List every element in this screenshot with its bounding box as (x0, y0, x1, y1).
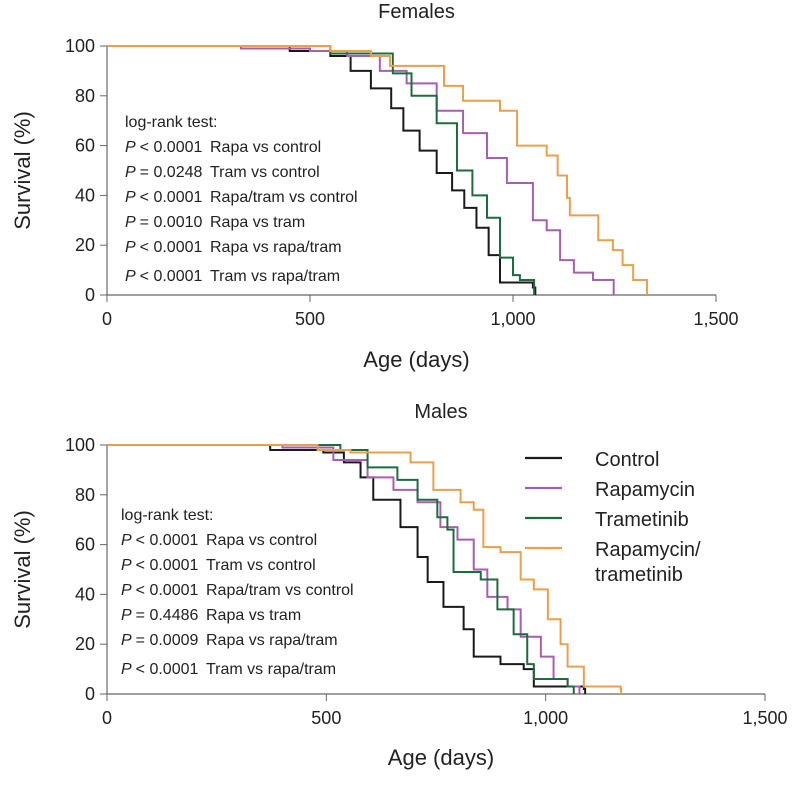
p-symbol: P (125, 164, 136, 181)
comparison: Tram vs control (206, 557, 316, 574)
p-symbol: P (125, 214, 136, 231)
p-value: < 0.0001 (140, 239, 203, 256)
comparison: Rapa vs rapa/tram (206, 632, 338, 649)
logrank-row: P < 0.0001 Tram vs control (121, 557, 316, 574)
p-value: < 0.0001 (136, 557, 199, 574)
logrank-row: P < 0.0001 Rapa vs control (125, 139, 321, 156)
y-tick-label: 0 (85, 285, 95, 305)
logrank-header: log-rank test: (121, 507, 213, 524)
x-tick-label: 500 (311, 708, 341, 728)
y-axis-label: Survival (%) (10, 510, 35, 629)
logrank-row: P < 0.0001 Rapa/tram vs control (125, 189, 358, 206)
x-tick-label: 0 (102, 708, 112, 728)
logrank-header: log-rank test: (125, 114, 217, 131)
series-trametinib-line (107, 45, 536, 295)
panel-females: Females 0 500 1,000 1,500 0 20 40 60 80 100 Age (da… (10, 1, 739, 372)
p-value: < 0.0001 (136, 582, 199, 599)
x-tick-label: 1,000 (523, 708, 568, 728)
x-tick-label: 0 (102, 309, 112, 329)
p-value: < 0.0001 (140, 268, 203, 285)
y-tick-label: 80 (75, 485, 95, 505)
series-control-line (107, 45, 537, 295)
legend: Control Rapamycin Trametinib Rapamycin/tram… (525, 449, 701, 586)
series-rapamycin-trametinib-line (107, 444, 623, 694)
comparison: Rapa/tram vs control (210, 189, 358, 206)
y-tick-label: 20 (75, 235, 95, 255)
p-symbol: P (121, 532, 132, 549)
legend-label: Rapamycin (595, 479, 695, 501)
p-symbol: P (121, 607, 132, 624)
legend-label: Trametinib (595, 509, 689, 531)
p-value: < 0.0001 (140, 139, 203, 156)
chart-title: Males (414, 401, 467, 423)
comparison: Rapa vs tram (206, 607, 301, 624)
logrank-row: P = 0.4486 Rapa vs tram (121, 607, 301, 624)
x-tick-label: 1,500 (693, 309, 738, 329)
x-axis-label: Age (days) (363, 347, 469, 372)
logrank-row: P = 0.0009 Rapa vs rapa/tram (121, 632, 338, 649)
logrank-row: P = 0.0010 Rapa vs tram (125, 214, 305, 231)
logrank-row: P < 0.0001 Tram vs rapa/tram (121, 661, 336, 678)
y-tick-label: 60 (75, 535, 95, 555)
comparison: Rapa vs control (210, 139, 321, 156)
y-tick-label: 40 (75, 185, 95, 205)
legend-label: Control (595, 449, 659, 471)
p-value: = 0.0009 (136, 632, 199, 649)
p-value: < 0.0001 (140, 189, 203, 206)
logrank-row: P < 0.0001 Rapa vs control (121, 532, 317, 549)
comparison: Rapa vs rapa/tram (210, 239, 342, 256)
p-value: = 0.4486 (136, 607, 199, 624)
series-trametinib-line (107, 444, 575, 694)
x-tick-label: 1,000 (490, 309, 535, 329)
p-symbol: P (125, 189, 136, 206)
y-tick-label: 20 (75, 634, 95, 654)
series-rapamycin-line (107, 45, 615, 295)
y-tick-label: 80 (75, 86, 95, 106)
p-symbol: P (125, 139, 136, 156)
legend-label: Rapamycin/ (595, 539, 701, 561)
y-axis-label: Survival (%) (10, 111, 35, 230)
y-tick-label: 100 (65, 36, 95, 56)
p-value: = 0.0010 (140, 214, 203, 231)
p-symbol: P (121, 632, 132, 649)
y-tick-label: 40 (75, 584, 95, 604)
series-rapamycin-trametinib-line (107, 45, 648, 295)
y-tick-label: 60 (75, 136, 95, 156)
comparison: Tram vs rapa/tram (206, 661, 336, 678)
p-symbol: P (125, 239, 136, 256)
p-symbol: P (121, 661, 132, 678)
y-tick-label: 100 (65, 435, 95, 455)
chart-title: Females (378, 1, 455, 23)
p-value: < 0.0001 (136, 661, 199, 678)
logrank-row: P < 0.0001 Tram vs rapa/tram (125, 268, 340, 285)
logrank-row: P = 0.0248 Tram vs control (125, 164, 320, 181)
logrank-row: P < 0.0001 Rapa vs rapa/tram (125, 239, 342, 256)
y-tick-label: 0 (85, 684, 95, 704)
x-tick-label: 500 (295, 309, 325, 329)
comparison: Tram vs control (210, 164, 320, 181)
comparison: Rapa/tram vs control (206, 582, 354, 599)
x-tick-label: 1,500 (742, 708, 787, 728)
p-symbol: P (121, 582, 132, 599)
legend-label: trametinib (595, 564, 683, 586)
panel-males: Males 0 500 1,000 1,500 0 20 40 60 80 100 Age (days… (10, 401, 788, 770)
logrank-row: P < 0.0001 Rapa/tram vs control (121, 582, 354, 599)
x-axis-label: Age (days) (388, 745, 494, 770)
comparison: Rapa vs tram (210, 214, 305, 231)
comparison: Tram vs rapa/tram (210, 268, 340, 285)
p-symbol: P (125, 268, 136, 285)
p-symbol: P (121, 557, 132, 574)
comparison: Rapa vs control (206, 532, 317, 549)
series-rapamycin-line (107, 444, 581, 694)
p-value: < 0.0001 (136, 532, 199, 549)
p-value: = 0.0248 (140, 164, 203, 181)
